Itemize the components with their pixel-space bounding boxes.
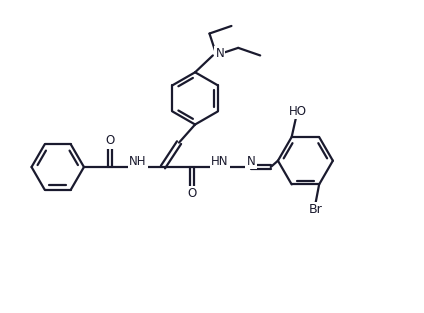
Text: NH: NH <box>129 155 147 168</box>
Text: Br: Br <box>309 203 323 216</box>
Text: N: N <box>215 47 224 60</box>
Text: HO: HO <box>289 105 307 118</box>
Text: N: N <box>247 155 255 168</box>
Text: O: O <box>187 187 196 201</box>
Text: O: O <box>106 134 115 147</box>
Text: HN: HN <box>211 155 229 168</box>
